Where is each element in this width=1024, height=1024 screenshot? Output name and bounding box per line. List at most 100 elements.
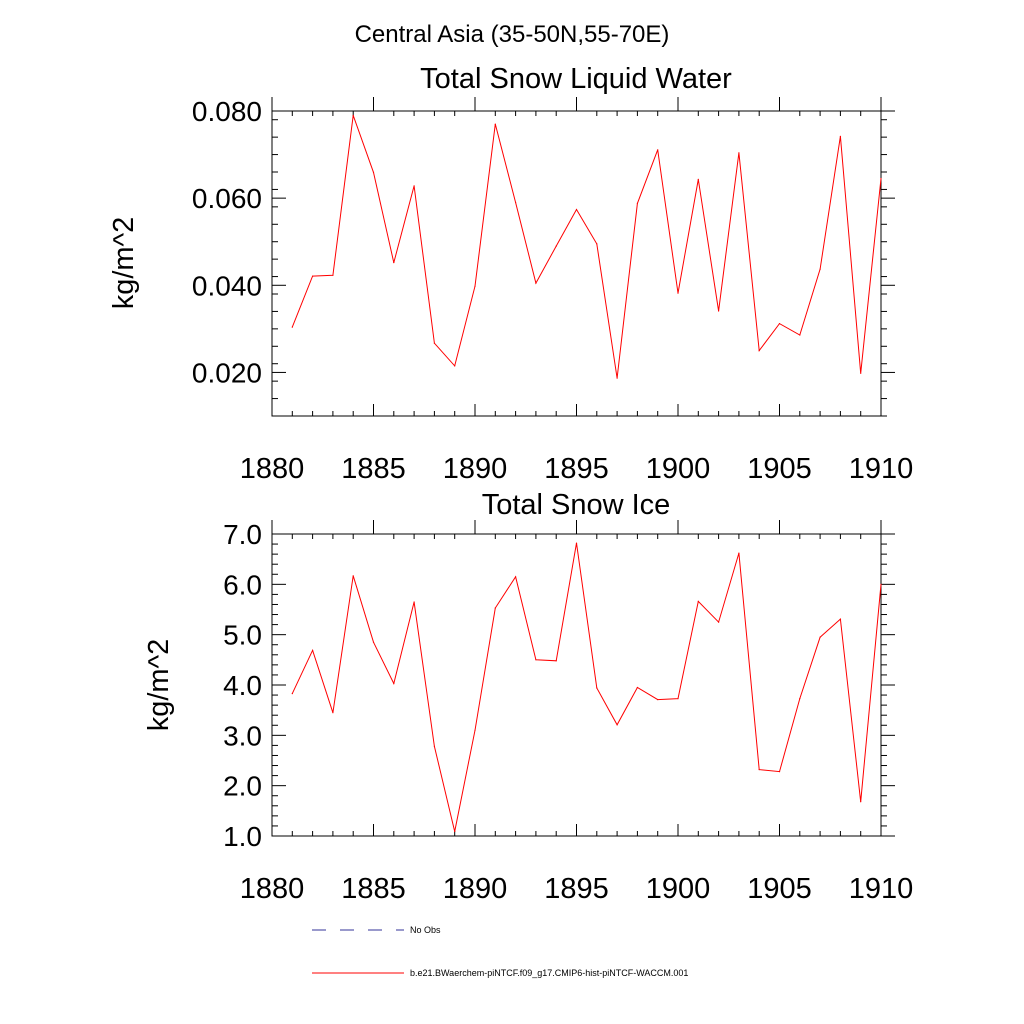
x-tick-labels-snow-liquid-water: 1880 1885 1890 1895 1900 1905 1910 <box>240 453 914 485</box>
x-tick-label: 1880 <box>240 873 305 905</box>
legend-obs-label: No Obs <box>410 925 441 935</box>
data-point <box>433 342 435 344</box>
data-point <box>596 687 598 689</box>
data-point <box>880 583 882 585</box>
data-point <box>474 729 476 731</box>
data-point <box>332 274 334 276</box>
x-tick-label: 1890 <box>443 873 508 905</box>
x-tick-label: 1895 <box>544 873 609 905</box>
y-tick-label: 3.0 <box>223 720 262 751</box>
data-point <box>352 575 354 577</box>
x-tick-label: 1895 <box>544 453 609 485</box>
data-point <box>312 649 314 651</box>
data-point <box>657 699 659 701</box>
data-point <box>454 830 456 833</box>
data-point <box>312 275 314 277</box>
x-tick-label: 1905 <box>747 453 812 485</box>
data-point <box>839 135 842 137</box>
data-point <box>393 262 395 264</box>
panel-snow-ice: Total Snow Ice kg/m^2 1.0 2.0 3.0 4.0 5.0 6.0… <box>143 489 913 905</box>
y-tick-labels-snow-ice: 1.0 2.0 3.0 4.0 5.0 6.0 7.0 <box>223 519 262 852</box>
data-point <box>860 801 862 803</box>
data-point <box>596 243 598 245</box>
data-point <box>677 292 679 294</box>
tick-marks-snow-ice <box>271 520 895 837</box>
y-tick-label: 4.0 <box>223 670 262 701</box>
data-point <box>758 350 760 352</box>
data-point <box>535 659 537 661</box>
x-tick-label: 1910 <box>849 873 914 905</box>
y-tick-label: 6.0 <box>223 569 262 600</box>
x-tick-label: 1885 <box>341 873 406 905</box>
y-tick-label: 0.060 <box>192 183 262 214</box>
data-point <box>860 372 862 374</box>
data-point <box>616 724 618 726</box>
figure-suptitle: Central Asia (35-50N,55-70E) <box>355 21 670 48</box>
plot-frame-snow-ice <box>271 533 882 837</box>
tick-marks-snow-liquid-water <box>271 97 895 417</box>
data-point <box>575 542 578 544</box>
series-lines-snow-liquid-water <box>291 114 882 379</box>
data-point <box>616 377 618 379</box>
data-point <box>799 334 801 336</box>
plot-frame-snow-liquid-water <box>271 110 882 417</box>
data-point <box>636 202 639 204</box>
y-tick-label: 0.080 <box>192 96 262 127</box>
data-point <box>778 323 781 325</box>
data-point <box>839 618 842 620</box>
data-point <box>515 201 517 204</box>
data-point <box>657 149 659 151</box>
data-point <box>515 576 517 578</box>
data-point <box>372 641 375 643</box>
data-point <box>291 326 293 328</box>
panel-title-snow-liquid-water: Total Snow Liquid Water <box>420 63 732 95</box>
y-tick-label: 1.0 <box>223 821 262 852</box>
y-axis-label-snow-ice: kg/m^2 <box>143 639 175 732</box>
y-tick-label: 0.020 <box>192 357 262 388</box>
data-point <box>697 600 699 603</box>
data-point <box>474 285 476 287</box>
data-point <box>738 552 740 554</box>
x-tick-label: 1900 <box>646 453 711 485</box>
y-axis-label-snow-liquid-water: kg/m^2 <box>108 217 140 310</box>
data-point <box>677 698 679 700</box>
x-tick-label: 1910 <box>849 453 914 485</box>
data-point <box>454 365 456 367</box>
data-point <box>575 208 578 211</box>
data-point <box>799 698 801 700</box>
data-point <box>758 769 760 771</box>
x-tick-label: 1905 <box>747 873 812 905</box>
legend: No Obs b.e21.BWaerchem-piNTCF.f09_g17.CM… <box>312 925 688 978</box>
data-point <box>697 178 699 180</box>
y-tick-label: 0.040 <box>192 270 262 301</box>
data-point <box>494 607 496 609</box>
x-tick-label: 1900 <box>646 873 711 905</box>
x-tick-label: 1880 <box>240 453 305 485</box>
data-point <box>291 693 293 695</box>
data-point <box>880 177 882 180</box>
panel-snow-liquid-water: Total Snow Liquid Water kg/m^2 0.020 0.04… <box>108 63 913 485</box>
data-point <box>413 601 415 603</box>
data-point <box>636 686 639 689</box>
x-tick-label: 1890 <box>443 453 508 485</box>
data-point <box>555 660 557 662</box>
data-point <box>738 152 740 154</box>
data-point <box>494 123 496 125</box>
y-tick-label: 5.0 <box>223 620 262 651</box>
data-point <box>332 712 334 714</box>
series-line <box>291 115 882 379</box>
data-point <box>372 171 375 173</box>
y-tick-labels-snow-liquid-water: 0.020 0.040 0.060 0.080 <box>192 96 262 388</box>
data-point <box>718 621 720 623</box>
x-tick-label: 1885 <box>341 453 406 485</box>
panel-title-snow-ice: Total Snow Ice <box>482 489 671 521</box>
data-point <box>393 682 395 685</box>
data-point <box>778 771 781 773</box>
data-point <box>819 268 821 270</box>
x-tick-labels-snow-ice: 1880 1885 1890 1895 1900 1905 1910 <box>240 873 914 905</box>
y-tick-label: 7.0 <box>223 519 262 550</box>
y-tick-label: 2.0 <box>223 771 262 802</box>
series-lines-snow-ice <box>291 542 882 833</box>
data-point <box>555 245 557 247</box>
